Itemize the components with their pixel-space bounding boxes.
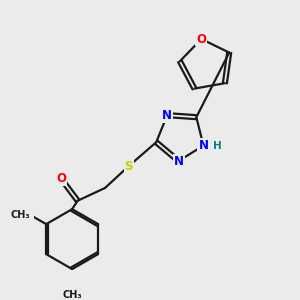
Text: H: H xyxy=(213,140,221,151)
Text: CH₃: CH₃ xyxy=(10,210,30,220)
Text: O: O xyxy=(196,32,206,46)
Text: S: S xyxy=(124,160,133,172)
Text: N: N xyxy=(174,154,184,167)
Text: O: O xyxy=(56,172,66,185)
Text: CH₃: CH₃ xyxy=(62,290,82,300)
Text: N: N xyxy=(198,139,208,152)
Text: N: N xyxy=(162,109,172,122)
